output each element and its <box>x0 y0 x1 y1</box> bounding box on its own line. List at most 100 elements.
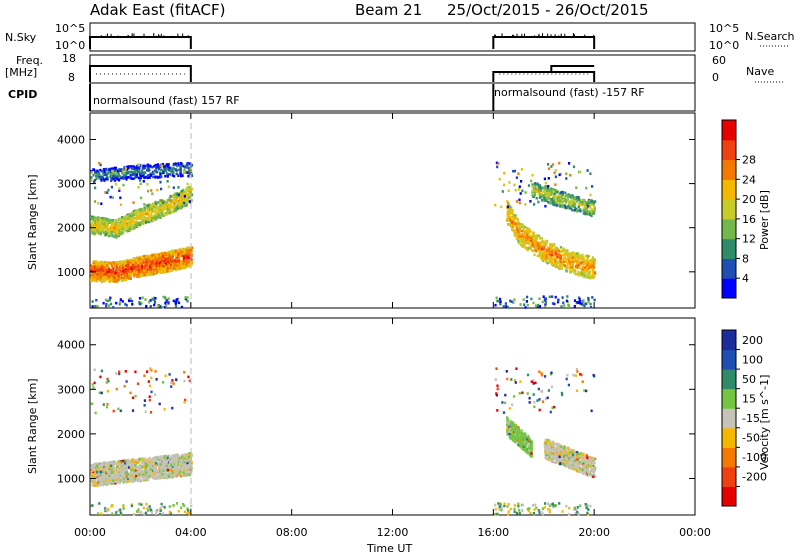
heatmap-cell <box>110 177 112 180</box>
heatmap-cell <box>591 204 593 207</box>
heatmap-cell <box>174 204 176 207</box>
heatmap-cell <box>108 304 110 307</box>
heatmap-cell <box>145 218 147 221</box>
heatmap-cell <box>521 168 523 171</box>
heatmap-cell <box>561 250 563 253</box>
heatmap-cell <box>571 259 573 262</box>
heatmap-cell <box>122 184 124 187</box>
heatmap-cell <box>179 165 181 168</box>
heatmap-cell <box>138 169 140 172</box>
heatmap-cell <box>533 203 535 206</box>
heatmap-cell <box>98 162 100 165</box>
heatmap-cell <box>591 208 593 211</box>
heatmap-cell <box>510 210 512 213</box>
heatmap-cell <box>133 266 135 269</box>
heatmap-cell <box>566 270 568 273</box>
heatmap-cell <box>160 169 162 172</box>
heatmap-cell <box>526 296 528 299</box>
heatmap-cell <box>561 267 563 270</box>
heatmap-cell <box>576 301 578 304</box>
heatmap-cell <box>545 194 547 197</box>
nsky-tick-bottom: 10^0 <box>55 39 85 52</box>
heatmap-cell <box>135 267 137 270</box>
heatmap-cell <box>118 168 120 171</box>
heatmap-cell <box>145 467 147 470</box>
heatmap-cell <box>584 211 586 214</box>
heatmap-cell <box>143 470 145 473</box>
heatmap-cell <box>167 199 169 202</box>
heatmap-cell <box>98 264 100 267</box>
heatmap-cell <box>116 269 118 272</box>
heatmap-cell <box>166 172 168 175</box>
heatmap-cell <box>107 235 109 238</box>
heatmap-cell <box>155 202 157 205</box>
heatmap-cell <box>547 262 549 265</box>
heatmap-cell <box>90 179 92 182</box>
heatmap-cell <box>555 169 557 172</box>
heatmap-cell <box>544 248 546 251</box>
heatmap-cell <box>578 272 580 275</box>
heatmap-cell <box>119 270 121 273</box>
heatmap-cell <box>113 261 115 264</box>
heatmap-cell <box>151 254 153 257</box>
heatmap-cell <box>139 179 141 182</box>
heatmap-cell <box>530 298 532 301</box>
heatmap-cell <box>525 191 527 194</box>
heatmap-cell <box>143 203 145 206</box>
heatmap-cell <box>162 209 164 212</box>
heatmap-cell <box>117 226 119 229</box>
heatmap-cell <box>535 239 537 242</box>
heatmap-cell <box>169 205 171 208</box>
heatmap-cell <box>178 260 180 263</box>
heatmap-cell <box>568 255 570 258</box>
heatmap-cell <box>112 220 114 223</box>
heatmap-cell <box>147 169 149 172</box>
heatmap-cell <box>536 197 538 200</box>
heatmap-cell <box>177 174 179 177</box>
heatmap-cell <box>105 303 107 306</box>
heatmap-cell <box>145 268 147 271</box>
heatmap-cell <box>94 200 96 203</box>
freq-tick-top: 18 <box>62 52 76 65</box>
heatmap-cell <box>590 303 592 306</box>
heatmap-cell <box>496 297 498 300</box>
heatmap-cell <box>122 219 124 222</box>
heatmap-cell <box>545 256 547 259</box>
heatmap-cell <box>116 220 118 223</box>
heatmap-cell <box>592 258 594 261</box>
heatmap-cell <box>106 264 108 267</box>
heatmap-cell <box>571 264 573 267</box>
heatmap-cell <box>556 256 558 259</box>
heatmap-cell <box>117 261 119 264</box>
heatmap-cell <box>130 277 132 280</box>
nsearch-tick-top: 10^5 <box>709 22 739 35</box>
heatmap-cell <box>149 219 151 222</box>
heatmap-cell <box>116 223 118 226</box>
heatmap-cell <box>144 274 146 277</box>
heatmap-cell <box>521 190 523 193</box>
heatmap-cell <box>529 241 531 244</box>
heatmap-cell <box>98 272 100 275</box>
heatmap-cell <box>589 172 591 175</box>
heatmap-cell <box>183 202 185 205</box>
heatmap-cell <box>573 270 575 273</box>
heatmap-cell <box>167 258 169 261</box>
heatmap-cell <box>535 304 537 307</box>
heatmap-cell <box>167 175 169 178</box>
heatmap-cell <box>515 189 517 192</box>
heatmap-cell <box>539 253 541 256</box>
heatmap-cell <box>150 305 152 308</box>
heatmap-cell <box>104 268 106 271</box>
heatmap-cell <box>143 180 145 183</box>
heatmap-cell <box>138 270 140 273</box>
heatmap-cell <box>522 245 524 248</box>
heatmap-cell <box>160 176 162 179</box>
heatmap-cell <box>155 207 157 210</box>
heatmap-cell <box>177 186 179 189</box>
heatmap-cell <box>103 218 105 221</box>
heatmap-cell <box>184 266 186 269</box>
heatmap-cell <box>569 270 571 273</box>
heatmap-cell <box>165 205 167 208</box>
heatmap-cell <box>175 305 177 308</box>
heatmap-cell <box>116 266 118 269</box>
